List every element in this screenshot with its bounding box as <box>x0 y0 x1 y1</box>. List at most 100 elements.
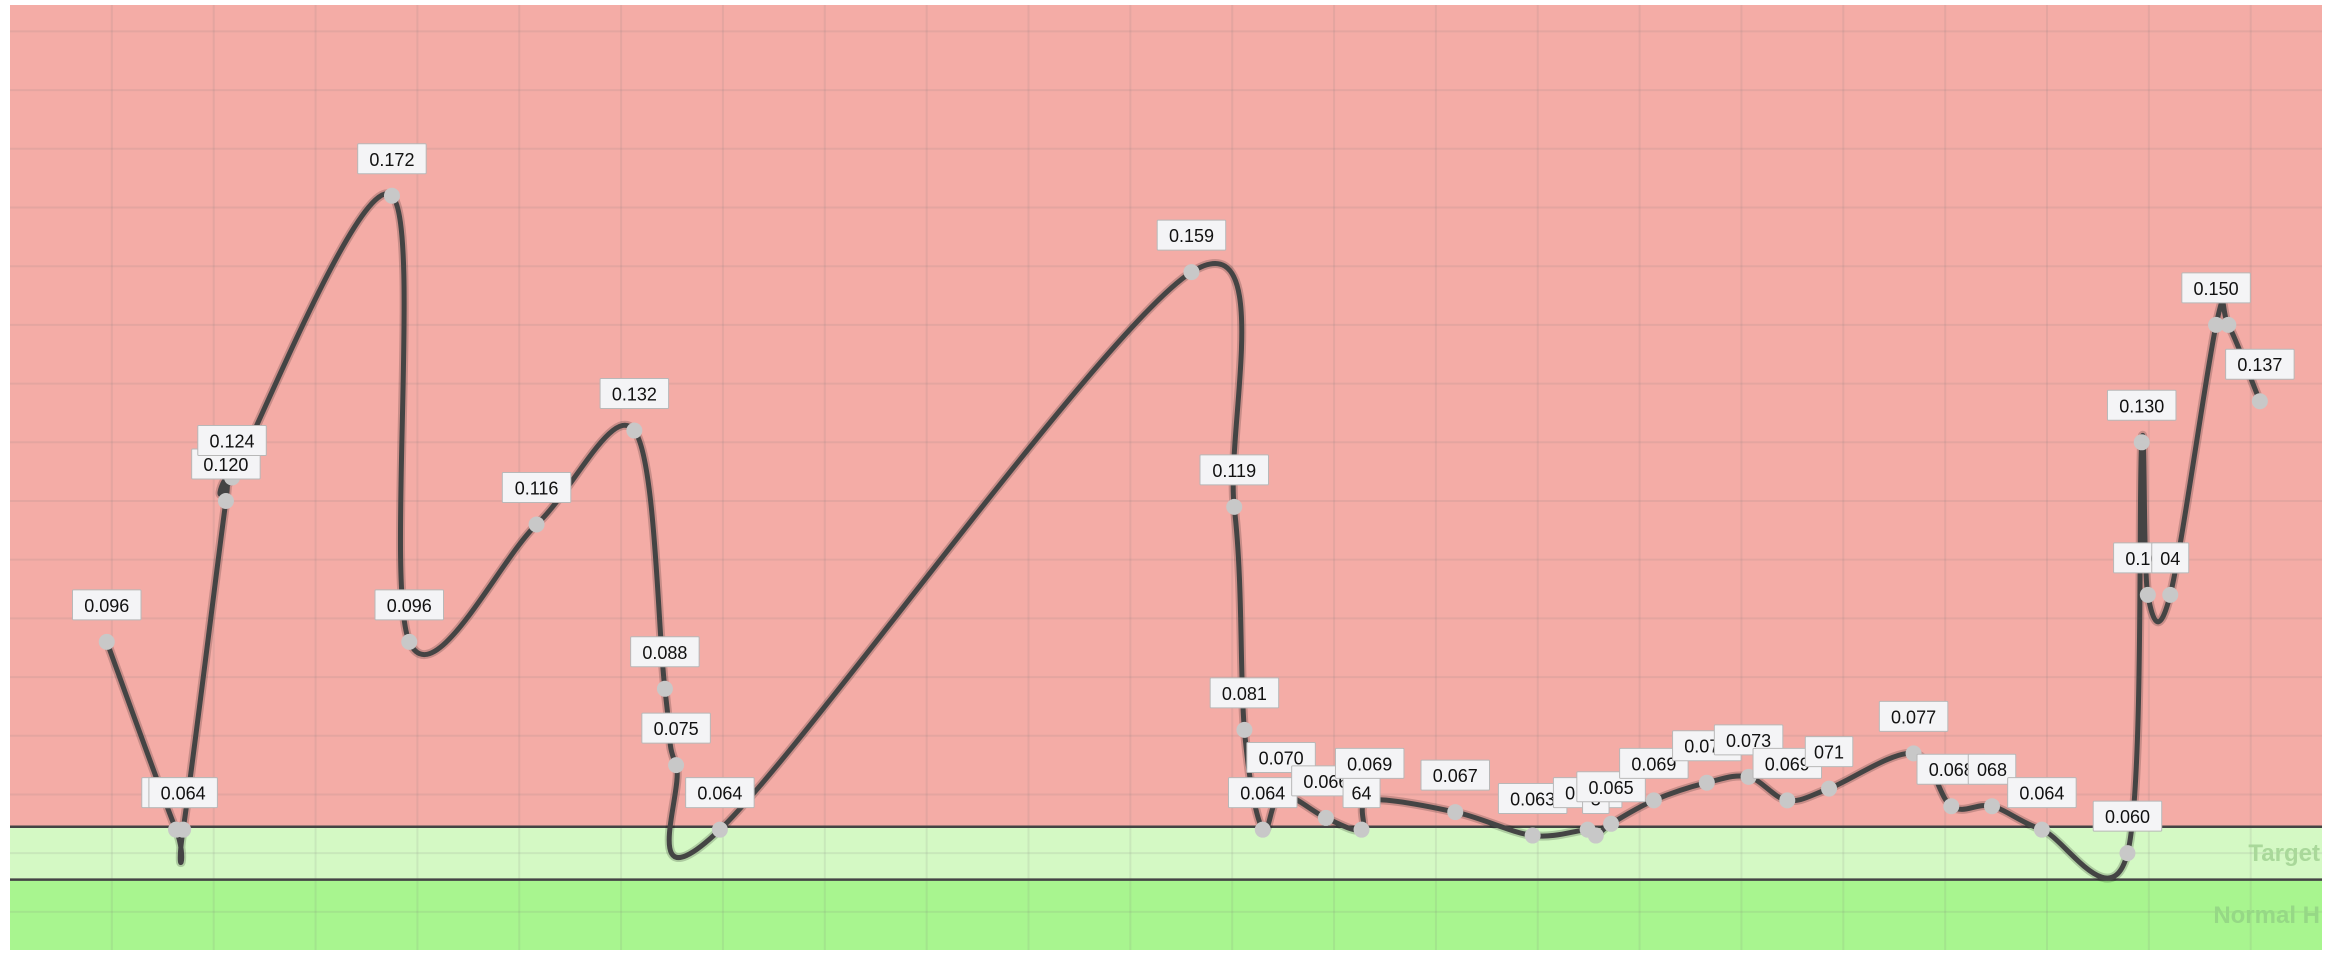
data-label: 0.120 <box>203 455 248 475</box>
data-label-box <box>1199 454 1269 486</box>
data-label: 0.067 <box>1433 766 1478 786</box>
data-label: 071 <box>1814 743 1844 763</box>
data-label-box <box>1334 747 1405 779</box>
data-label-box <box>685 777 755 809</box>
data-point[interactable] <box>98 633 115 650</box>
data-label-box <box>2106 389 2177 421</box>
data-point[interactable] <box>2220 316 2237 333</box>
data-label: 0.137 <box>2237 355 2282 375</box>
data-point[interactable] <box>656 680 673 697</box>
data-point[interactable] <box>1254 821 1271 838</box>
data-point[interactable] <box>1353 821 1370 838</box>
data-label-box <box>1619 747 1689 779</box>
data-label-box <box>1804 736 1854 768</box>
data-label-box <box>2007 777 2077 809</box>
data-label: 0.096 <box>84 596 129 616</box>
data-point[interactable] <box>175 821 192 838</box>
data-label: 0.077 <box>1891 707 1936 727</box>
data-point[interactable] <box>2033 821 2050 838</box>
data-label-box <box>599 378 670 410</box>
data-label-box <box>1246 741 1316 773</box>
data-point[interactable] <box>1943 798 1960 815</box>
data-label: 0.060 <box>2105 807 2150 827</box>
data-label: 0.069 <box>1631 754 1676 774</box>
data-point[interactable] <box>1821 780 1838 797</box>
data-label-box <box>2092 800 2163 832</box>
data-label: 0.064 <box>1240 784 1285 804</box>
data-label: 0.065 <box>1589 778 1634 798</box>
high-zone-band <box>10 5 2322 827</box>
data-label: 0.124 <box>210 432 255 452</box>
data-label-box <box>72 589 142 621</box>
data-point[interactable] <box>1183 264 1200 281</box>
data-label: 0.132 <box>612 385 657 405</box>
data-label: 0.064 <box>2019 784 2064 804</box>
data-point[interactable] <box>1984 798 2001 815</box>
data-point[interactable] <box>2208 316 2225 333</box>
data-point[interactable] <box>1587 827 1604 844</box>
data-point[interactable] <box>1698 774 1715 791</box>
data-label: 0.070 <box>1259 748 1304 768</box>
data-point[interactable] <box>401 633 418 650</box>
data-label: 068 <box>1977 760 2007 780</box>
data-point[interactable] <box>626 422 643 439</box>
band-label-normal-h: Normal H <box>2213 902 2320 929</box>
data-label: 0.172 <box>369 150 414 170</box>
data-label-box <box>1420 759 1491 791</box>
data-point[interactable] <box>1447 804 1464 821</box>
data-point[interactable] <box>1236 721 1253 738</box>
data-point[interactable] <box>1645 792 1662 809</box>
data-label: 0.130 <box>2119 396 2164 416</box>
data-label-box <box>197 425 267 456</box>
data-label-box <box>501 471 572 503</box>
data-label: 0.119 <box>1212 461 1256 481</box>
data-point[interactable] <box>2139 586 2156 603</box>
data-point[interactable] <box>1524 827 1541 844</box>
data-point[interactable] <box>1317 809 1334 826</box>
data-label: 0.069 <box>1347 754 1392 774</box>
data-label-box <box>630 636 700 668</box>
data-label-box <box>1878 700 1949 732</box>
data-label-box <box>1713 724 1784 756</box>
band-target <box>10 826 2322 880</box>
data-label-box <box>148 777 218 809</box>
band-label-target: Target <box>2248 840 2320 867</box>
data-label-box <box>374 589 445 621</box>
data-point[interactable] <box>383 187 400 204</box>
data-label-box <box>357 143 427 175</box>
data-label: 0.063 <box>1510 790 1555 810</box>
data-point[interactable] <box>1226 498 1243 515</box>
data-point[interactable] <box>2251 393 2268 410</box>
data-label-box <box>2225 348 2295 380</box>
data-point[interactable] <box>217 492 234 509</box>
data-label: 0.068 <box>1929 760 1974 780</box>
data-label-box <box>2151 542 2190 574</box>
data-label-box <box>641 712 711 744</box>
data-point[interactable] <box>668 757 685 774</box>
data-label: 0.150 <box>2194 279 2239 299</box>
data-label-box <box>2181 272 2251 304</box>
data-point[interactable] <box>528 516 545 533</box>
data-label-box <box>1576 771 1646 803</box>
data-label: 0.116 <box>515 478 559 498</box>
data-label: 0.069 <box>1765 754 1810 774</box>
data-point[interactable] <box>711 821 728 838</box>
data-point[interactable] <box>2162 586 2179 603</box>
data-label: 0.073 <box>1726 731 1771 751</box>
data-point[interactable] <box>2133 434 2150 451</box>
data-label: 0.064 <box>697 784 742 804</box>
data-label: 0.064 <box>161 784 206 804</box>
data-label: 0.081 <box>1222 684 1267 704</box>
data-label: 04 <box>2160 549 2180 569</box>
data-label: 0.096 <box>387 596 432 616</box>
data-label: 0.075 <box>654 719 699 739</box>
data-point[interactable] <box>1779 792 1796 809</box>
band-normal-h <box>10 879 2322 950</box>
data-label: 0.159 <box>1169 226 1214 246</box>
data-label-box <box>1209 677 1280 709</box>
data-label: 0.088 <box>642 643 687 663</box>
data-point[interactable] <box>1603 815 1620 832</box>
data-point[interactable] <box>2119 845 2136 862</box>
data-label-box <box>1967 753 2017 785</box>
